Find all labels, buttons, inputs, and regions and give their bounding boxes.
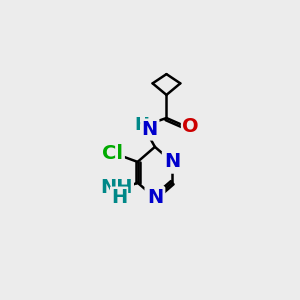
Text: N: N [142,120,158,139]
Text: N: N [147,188,163,207]
Text: H: H [111,188,127,206]
Text: NH: NH [100,178,133,197]
Text: H: H [135,116,150,134]
Text: N: N [164,152,180,171]
Text: O: O [182,117,199,136]
Text: Cl: Cl [102,144,123,163]
